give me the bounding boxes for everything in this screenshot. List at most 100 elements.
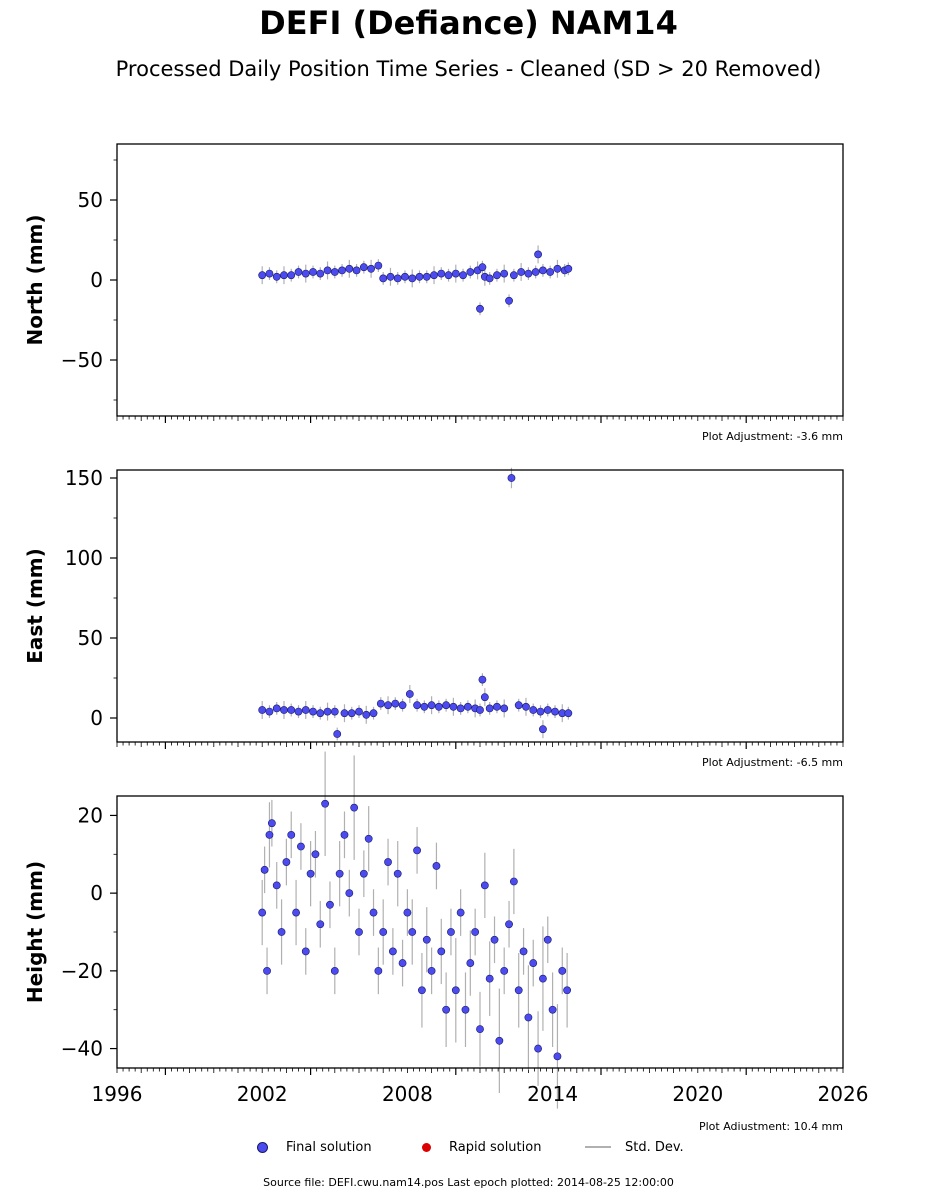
data-point: [280, 271, 288, 280]
data-point: [364, 834, 373, 843]
data-point: [495, 1036, 504, 1045]
data-point: [539, 974, 547, 983]
data-point: [476, 706, 484, 714]
data-point: [398, 959, 407, 967]
data-point: [509, 877, 518, 886]
data-point: [359, 263, 368, 272]
data-point: [338, 266, 346, 275]
data-point: [393, 869, 402, 878]
legend-final-label: Final solution: [286, 1139, 372, 1155]
data-point: [355, 928, 363, 936]
data-point: [258, 908, 267, 917]
data-point: [524, 269, 533, 278]
data-point: [384, 858, 392, 866]
data-point: [272, 881, 281, 890]
data-point: [398, 701, 407, 710]
data-point: [287, 830, 296, 839]
data-point: [301, 947, 310, 956]
y-tick-label: 0: [90, 268, 103, 292]
data-point: [500, 269, 509, 278]
data-point: [427, 966, 436, 975]
y-axis-label: Height (mm): [23, 861, 47, 1003]
data-point: [522, 702, 530, 711]
data-point: [258, 706, 267, 714]
data-point: [485, 974, 494, 983]
plot-frame: [116, 795, 844, 1069]
data-point: [386, 272, 395, 281]
chart-area: −50 0 50 North (mm) Plot Adjustment: -3.6 mm…: [23, 143, 868, 1130]
data-point: [415, 272, 424, 281]
legend-stddev-label: Std. Dev.: [625, 1139, 684, 1155]
y-tick-label: 20: [78, 803, 103, 827]
data-point: [345, 889, 354, 898]
data-point: [384, 701, 392, 710]
data-point: [287, 706, 296, 714]
y-tick-label: −40: [61, 1037, 103, 1061]
data-point: [323, 707, 332, 716]
data-point: [548, 1005, 557, 1014]
data-point: [505, 920, 513, 929]
data-point: [347, 709, 356, 718]
data-point: [514, 986, 523, 995]
data-point: [485, 704, 494, 713]
data-point: [294, 268, 303, 276]
data-point: [330, 966, 339, 975]
data-point: [367, 264, 375, 273]
data-point: [413, 846, 421, 855]
data-point: [265, 830, 274, 839]
legend: Final solution Rapid solution Std. Dev.: [0, 1136, 937, 1158]
data-point: [558, 966, 567, 975]
data-point: [391, 699, 400, 708]
data-point: [442, 1005, 451, 1014]
plot-adjustment: Plot Adjustment: 10.4 mm: [699, 1120, 843, 1130]
data-point: [476, 1025, 484, 1034]
x-tick-label: 2014: [527, 1082, 578, 1106]
data-point: [434, 702, 443, 711]
source-note: Source file: DEFI.cwu.nam14.pos Last epo…: [263, 1176, 674, 1189]
data-point: [369, 908, 378, 917]
data-point: [420, 702, 429, 711]
data-point: [408, 274, 417, 283]
plot-adjustment: Plot Adjustment: -3.6 mm: [702, 430, 843, 443]
data-point: [316, 269, 325, 278]
data-point: [422, 272, 431, 281]
data-point: [451, 986, 460, 995]
data-point: [265, 269, 274, 278]
data-point: [539, 266, 547, 275]
data-point: [309, 707, 317, 716]
data-point: [309, 268, 317, 276]
data-point: [352, 266, 361, 275]
data-point: [401, 272, 409, 281]
data-point: [272, 272, 281, 281]
data-point: [379, 928, 388, 936]
data-point: [449, 702, 458, 711]
data-point: [316, 709, 325, 718]
data-point: [478, 263, 487, 272]
x-tick-label: 2008: [382, 1082, 433, 1106]
data-point: [531, 268, 540, 276]
data-point: [345, 264, 354, 273]
y-tick-label: 150: [65, 466, 103, 490]
data-point: [393, 274, 402, 283]
y-tick-label: 100: [65, 546, 103, 570]
data-point: [543, 706, 552, 714]
data-point: [306, 869, 315, 878]
data-point: [480, 693, 489, 702]
data-point: [355, 707, 363, 716]
panel-2: [110, 467, 844, 749]
data-point: [553, 264, 562, 273]
plot-adjustment: Plot Adjustment: -6.5 mm: [702, 756, 843, 769]
data-point: [330, 268, 339, 276]
data-point: [374, 261, 383, 270]
data-point: [543, 935, 552, 944]
data-point: [447, 928, 455, 936]
data-point: [463, 702, 472, 711]
y-tick-label: −50: [61, 348, 103, 372]
legend-final: Final solution: [257, 1136, 372, 1158]
data-point: [536, 707, 545, 716]
data-point: [461, 1005, 470, 1014]
data-point: [478, 675, 487, 684]
data-point: [466, 959, 475, 967]
plot-frame: [116, 143, 844, 417]
data-point: [260, 865, 269, 874]
